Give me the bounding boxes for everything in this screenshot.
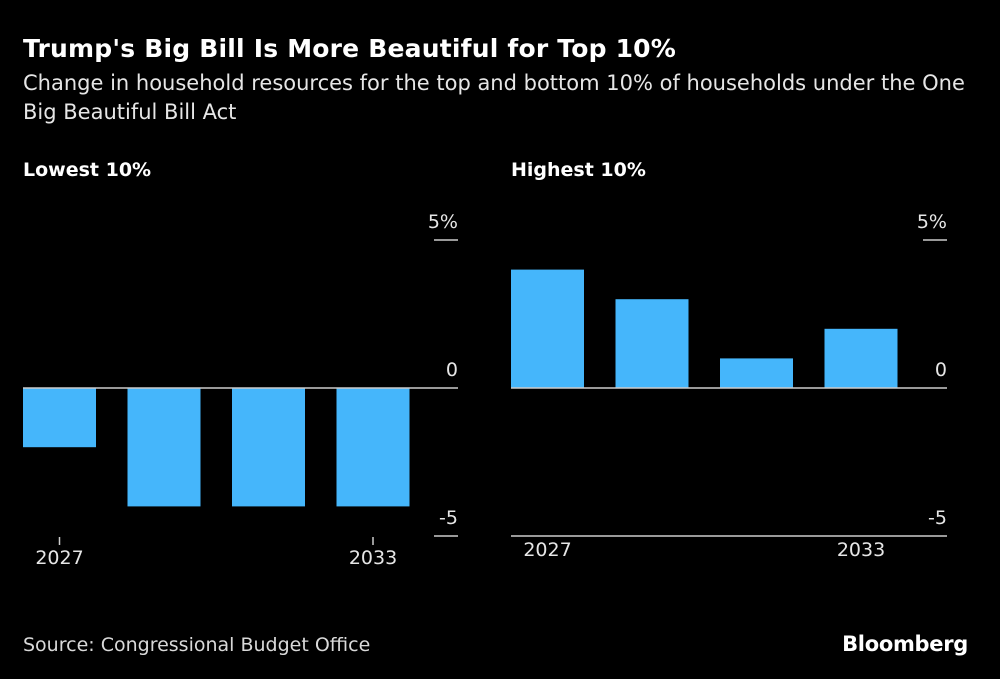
chart-title: Trump's Big Bill Is More Beautiful for T… (23, 34, 677, 63)
y-tick-label: -5 (928, 507, 947, 529)
source-note: Source: Congressional Budget Office (23, 634, 371, 656)
y-tick-label: 5% (917, 211, 947, 233)
bar-2031 (720, 358, 793, 388)
bar-2033 (336, 388, 410, 507)
bar-2029 (615, 299, 689, 388)
bar-2029 (127, 388, 201, 507)
panel-title-lowest: Lowest 10% (23, 159, 152, 181)
y-tick-label: -5 (439, 507, 458, 529)
bloomberg-logo: Bloomberg (842, 632, 968, 656)
panel-title-highest: Highest 10% (511, 159, 646, 181)
bar-2027 (511, 269, 584, 388)
bar-2031 (232, 388, 305, 507)
y-tick-label: 0 (935, 359, 947, 381)
bar-2033 (824, 328, 898, 388)
chart-subtitle: Change in household resources for the to… (23, 71, 965, 124)
x-tick-label: 2027 (523, 539, 571, 561)
x-tick-label: 2033 (837, 539, 885, 561)
bar-2027 (23, 388, 96, 448)
x-tick-label: 2033 (349, 547, 397, 569)
y-tick-label: 0 (446, 359, 458, 381)
y-tick-label: 5% (428, 211, 458, 233)
x-tick-label: 2027 (35, 547, 83, 569)
